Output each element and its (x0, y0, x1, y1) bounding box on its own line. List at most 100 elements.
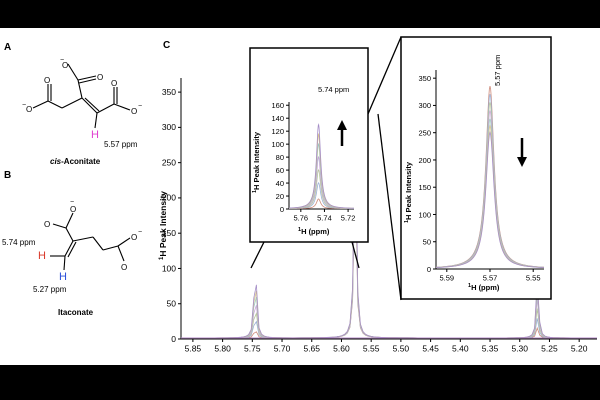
inset1-y-axis-label-super: 1 (252, 190, 258, 193)
inset1-y-tick-label: 20 (276, 192, 284, 201)
inset1-x-tick-label: 5.72 (341, 214, 356, 223)
main-y-tick-label: 150 (162, 228, 176, 238)
main-y-tick-label: 250 (162, 157, 176, 167)
main-x-tick-label: 5.65 (303, 344, 320, 354)
inset1-x-tick-label: 5.76 (294, 214, 309, 223)
main-x-tick-label: 5.30 (511, 344, 528, 354)
main-x-tick-label: 5.40 (452, 344, 469, 354)
main-y-tick-label: 50 (167, 299, 177, 309)
inset2-x-axis-label: 1H (ppm) (468, 283, 500, 292)
itaconate-shift-bottom: 5.27 ppm (33, 285, 67, 294)
main-x-tick-label: 5.25 (541, 344, 558, 354)
inset2-y-tick-label: 350 (418, 74, 431, 83)
inset2-frame (400, 36, 552, 300)
figure-canvas: A B C O − O O O − O O − H 5.57 ppm cis-A… (2, 36, 597, 354)
main-y-axis-label: 1H Peak Intensity (158, 191, 168, 260)
inset2-y-tick-label: 300 (418, 101, 431, 110)
aconitate-left-charge: − (22, 102, 26, 109)
inset1-x-tick-label: 5.74 (317, 214, 332, 223)
inset2-y-tick-label: 200 (418, 156, 431, 165)
inset2-y-axis-label-super: 1 (404, 220, 410, 223)
inset2-y-tick-label: 50 (423, 238, 431, 247)
itaconate-top-charge: − (70, 199, 74, 206)
itaconate-right-charge: − (138, 229, 142, 236)
inset1-chart: 0 20 40 60 80 100 120 140 160 5.76 5.74 5.72 (271, 101, 355, 222)
main-y-tick-label: 200 (162, 193, 176, 203)
inset2-y-tick-label: 150 (418, 183, 431, 192)
aconitate-right-o: O (111, 79, 117, 88)
itaconate-shift-top: 5.74 ppm (2, 238, 36, 247)
main-y-axis-label-super: 1 (159, 256, 165, 260)
inset1-x-axis-label-super: 1 (298, 227, 301, 233)
inset1-y-tick-label: 160 (271, 101, 284, 110)
itaconate-right-o: O (121, 263, 127, 272)
main-x-tick-label: 5.20 (571, 344, 588, 354)
inset1-series-6 (288, 123, 355, 209)
itaconate-structure (50, 212, 131, 271)
main-x-tick-label: 5.75 (244, 344, 261, 354)
inset1-x-axis-label: 1H (ppm) (298, 227, 330, 236)
main-x-tick-label: 5.45 (422, 344, 439, 354)
inset1-y-tick-label: 120 (271, 127, 284, 136)
inset2-x-tick-label: 5.59 (439, 274, 454, 283)
main-y-tick-label: 100 (162, 263, 176, 273)
itaconate-proton-bottom: H (59, 271, 67, 283)
itaconate-name: Itaconate (58, 308, 94, 317)
inset2-x-axis-label-super: 1 (468, 283, 471, 289)
main-y-axis-label-rest: H Peak Intensity (158, 191, 168, 257)
inset1-connector-left (250, 241, 265, 269)
itaconate-proton-top: H (38, 250, 46, 262)
inset1-x-axis-label-rest: H (ppm) (301, 227, 330, 236)
panel-label-b: B (4, 170, 11, 181)
inset2-series-6 (435, 130, 545, 268)
inset1-annotation: 5.74 ppm (318, 85, 349, 94)
aconitate-name-rest: -Aconitate (61, 157, 101, 166)
inset1-y-tick-label: 140 (271, 114, 284, 123)
inset2-y-tick-label: 250 (418, 128, 431, 137)
inset1-y-tick-label: 40 (276, 179, 284, 188)
inset1-y-tick-label: 80 (276, 153, 284, 162)
aconitate-top-charge: − (60, 57, 64, 64)
panel-label-c: C (163, 40, 170, 51)
inset2-annotation: 5.57 ppm (493, 55, 502, 86)
aconitate-left-o: O (44, 76, 50, 85)
itaconate-top-o2: O (44, 220, 50, 229)
inset2-connector-right (377, 113, 402, 301)
figure: A B C O − O O O − O O − H 5.57 ppm cis-A… (0, 28, 600, 365)
panel-label-a: A (4, 42, 11, 53)
itaconate-right-o2: O (131, 233, 137, 242)
aconitate-right-o2: O (131, 107, 137, 116)
inset1-y-tick-label: 0 (280, 205, 284, 214)
inset2-y-axis-label-rest: H Peak Intensity (404, 161, 413, 220)
inset2-x-tick-label: 5.55 (526, 274, 541, 283)
main-x-tick-label: 5.35 (482, 344, 499, 354)
main-x-tick-label: 5.60 (333, 344, 350, 354)
main-x-tick-label: 5.55 (363, 344, 380, 354)
inset1-y-axis-label-rest: H Peak Intensity (252, 131, 261, 190)
inset2-x-tick-label: 5.57 (483, 274, 498, 283)
main-y-tick-label: 0 (171, 334, 176, 344)
aconitate-left-o2: O (26, 105, 32, 114)
aconitate-top-o2: O (97, 73, 103, 82)
inset2-x-axis-label-rest: H (ppm) (471, 283, 500, 292)
inset1-y-axis-label: 1H Peak Intensity (252, 131, 261, 193)
main-x-tick-label: 5.80 (214, 344, 231, 354)
main-y-tick-label: 300 (162, 122, 176, 132)
main-x-tick-label: 5.70 (274, 344, 291, 354)
aconitate-name: cis-Aconitate (50, 157, 101, 166)
inset2-chart: 0 50 100 150 200 250 300 350 5.59 5.57 5.55 (418, 70, 545, 283)
main-x-tick-label: 5.85 (185, 344, 202, 354)
aconitate-shift-label: 5.57 ppm (104, 140, 138, 149)
inset2-y-tick-label: 0 (427, 265, 431, 274)
aconitate-name-italic: cis (50, 157, 62, 166)
inset1-y-tick-label: 60 (276, 166, 284, 175)
cis-aconitate-structure (32, 63, 131, 129)
main-y-tick-label: 350 (162, 87, 176, 97)
itaconate-top-o: O (70, 205, 76, 214)
main-x-tick-label: 5.50 (393, 344, 410, 354)
aconitate-proton: H (91, 129, 99, 141)
inset1-y-tick-label: 100 (271, 140, 284, 149)
aconitate-top-o: O (62, 61, 68, 70)
inset2-connector-left (367, 36, 402, 115)
